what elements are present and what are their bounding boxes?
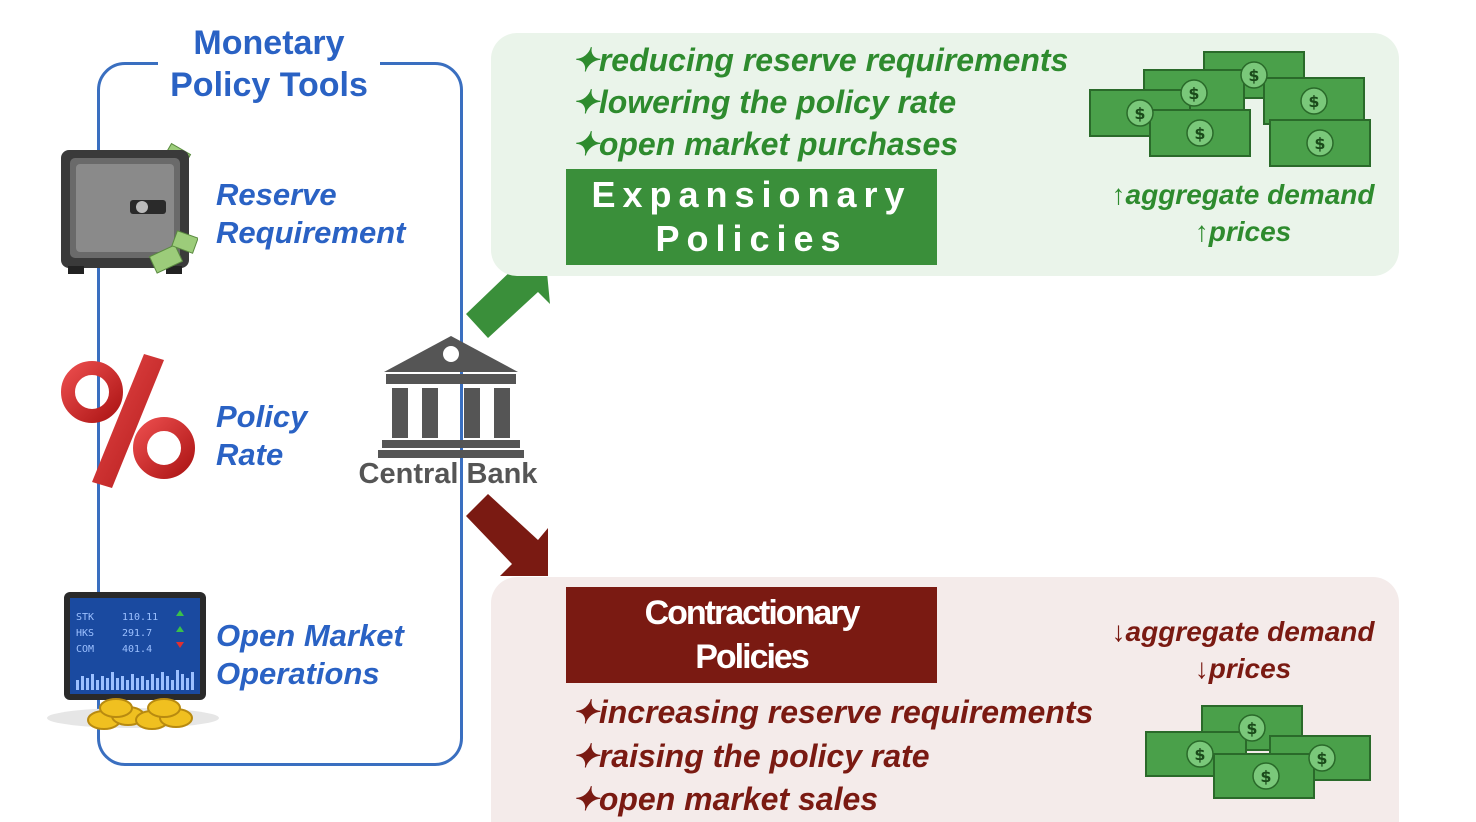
contractionary-bullet-2: ✦raising the policy rate bbox=[572, 738, 930, 774]
percent-icon bbox=[61, 354, 195, 488]
money-stack-icon: $ $ $ $ $ $ bbox=[1089, 51, 1371, 167]
contractionary-policies-box: Contractionary Policies bbox=[566, 587, 937, 683]
svg-text:$: $ bbox=[1316, 749, 1327, 768]
reserve-requirement-label: Reserve Requirement bbox=[216, 177, 406, 250]
expansionary-policies-box: Expansionary Policies bbox=[566, 169, 937, 265]
expansionary-effects: ↑aggregate demand ↑prices bbox=[1090, 176, 1396, 250]
svg-text:$: $ bbox=[1194, 124, 1205, 143]
contractionary-effect-demand: ↓aggregate demand bbox=[1111, 616, 1375, 647]
central-bank-label: Central Bank bbox=[358, 458, 538, 490]
svg-text:$: $ bbox=[1134, 104, 1145, 123]
screen-value-3: 401.4 bbox=[122, 644, 152, 655]
contractionary-bullet-3: ✦open market sales bbox=[572, 781, 879, 817]
svg-text:$: $ bbox=[1246, 719, 1257, 738]
stock-monitor-icon: STK HKS COM 110.11 291.7 401.4 bbox=[47, 592, 219, 730]
contractionary-title-line2: Policies bbox=[695, 638, 810, 676]
expansionary-bullet-2: ✦lowering the policy rate bbox=[572, 84, 957, 120]
screen-row-3: COM bbox=[76, 644, 94, 655]
svg-text:$: $ bbox=[1194, 745, 1205, 764]
svg-text:$: $ bbox=[1308, 92, 1319, 111]
svg-text:$: $ bbox=[1314, 134, 1325, 153]
screen-value-1: 110.11 bbox=[122, 612, 158, 623]
down-arrow-icon bbox=[466, 494, 548, 576]
tools-title-line2: Policy Tools bbox=[170, 66, 368, 104]
expansionary-bullet-1: ✦reducing reserve requirements bbox=[572, 42, 1069, 78]
expansionary-effect-demand: ↑aggregate demand bbox=[1111, 179, 1375, 210]
expansionary-bullet-3: ✦open market purchases bbox=[572, 126, 959, 162]
screen-row-2: HKS bbox=[76, 628, 94, 639]
svg-text:$: $ bbox=[1248, 66, 1259, 85]
expansionary-effect-prices: ↑prices bbox=[1194, 216, 1292, 247]
svg-text:$: $ bbox=[1260, 767, 1271, 786]
expansionary-title-line1: Expansionary bbox=[591, 174, 912, 215]
money-stack-icon: $ $ $ $ bbox=[1145, 705, 1371, 799]
svg-text:$: $ bbox=[1188, 84, 1199, 103]
contractionary-title-line1: Contractionary bbox=[644, 594, 861, 632]
screen-value-2: 291.7 bbox=[122, 628, 152, 639]
bank-icon bbox=[378, 336, 524, 458]
screen-row-1: STK bbox=[76, 612, 94, 623]
expansionary-title-line2: Policies bbox=[655, 218, 848, 259]
tools-title-line1: Monetary bbox=[193, 24, 345, 62]
safe-icon bbox=[61, 142, 198, 274]
contractionary-effects: ↓aggregate demand ↓prices bbox=[1090, 613, 1396, 687]
open-market-operations-label: Open Market Operations bbox=[216, 618, 404, 691]
policy-rate-label: Policy Rate bbox=[216, 399, 308, 472]
contractionary-effect-prices: ↓prices bbox=[1194, 653, 1292, 684]
tools-title: Monetary Policy Tools bbox=[158, 22, 380, 106]
up-arrow-icon bbox=[466, 256, 550, 338]
contractionary-bullet-1: ✦increasing reserve requirements bbox=[572, 694, 1094, 730]
